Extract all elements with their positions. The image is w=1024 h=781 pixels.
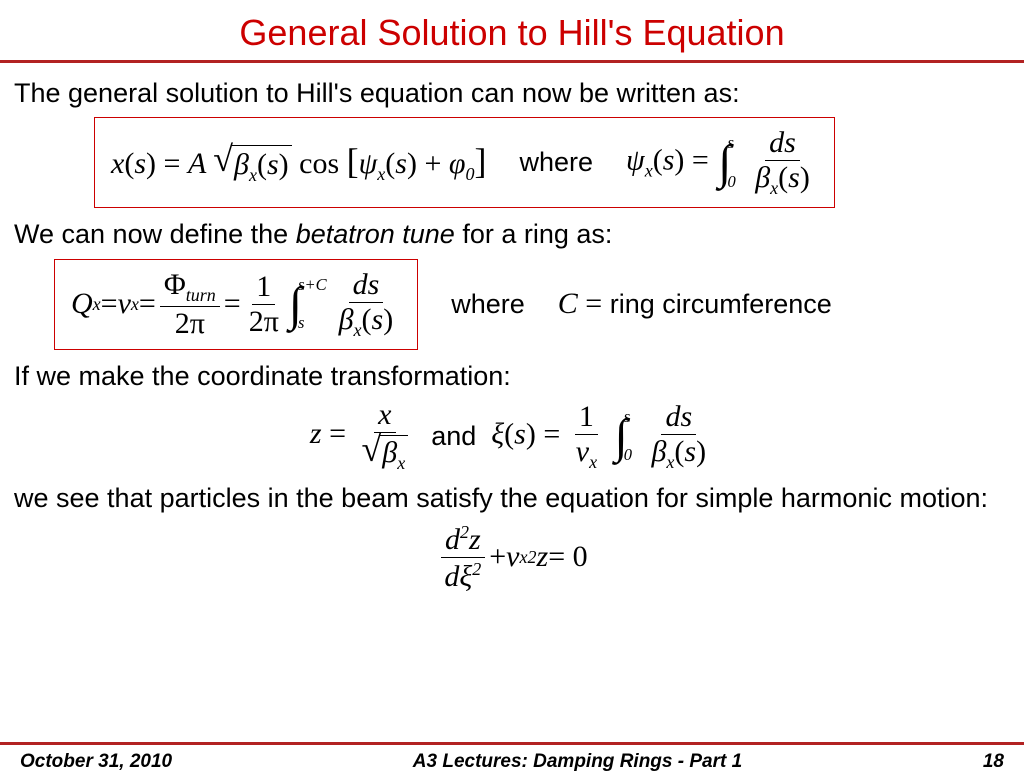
integral-icon: ∫ s0 xyxy=(716,135,739,190)
eq1-rhs: ψx(s) = ∫ s0 ds βx(s) xyxy=(626,128,818,197)
equation-1-row: x(s) = A √ βx(s) cos [ψx(s) + φ0] where … xyxy=(14,117,1010,208)
where-label-1: where xyxy=(520,147,594,178)
text-line-4: we see that particles in the beam satisf… xyxy=(14,482,1010,514)
and-label: and xyxy=(431,421,476,452)
text-line-1: The general solution to Hill's equation … xyxy=(14,77,1010,109)
footer-title: A3 Lectures: Damping Rings - Part 1 xyxy=(413,751,742,773)
equation-4-row: d2z dξ2 + νx2z = 0 xyxy=(14,523,1010,592)
text-line-2: We can now define the betatron tune for … xyxy=(14,218,1010,250)
equation-1-box: x(s) = A √ βx(s) cos [ψx(s) + φ0] where … xyxy=(94,117,835,208)
title-area: General Solution to Hill's Equation xyxy=(0,0,1024,60)
footer-date: October 31, 2010 xyxy=(20,751,172,773)
equation-3-row: z = x √βx and ξ(s) = 1 νx xyxy=(14,400,1010,472)
equation-2-row: Qx = νx = Φturn 2π = 1 2π ∫ s+Cs xyxy=(14,259,1010,350)
eq3-z: z = x √βx xyxy=(310,400,416,472)
integral-icon: ∫ s+Cs xyxy=(287,277,331,332)
slide-title: General Solution to Hill's Equation xyxy=(0,12,1024,54)
sqrt-icon: √ βx(s) xyxy=(213,145,291,186)
eq2-C-def: C = ring circumference xyxy=(558,287,832,321)
slide: General Solution to Hill's Equation The … xyxy=(0,0,1024,781)
content-area: The general solution to Hill's equation … xyxy=(0,63,1024,742)
equation-2-box: Qx = νx = Φturn 2π = 1 2π ∫ s+Cs xyxy=(54,259,418,350)
eq1-lhs: x(s) = A √ βx(s) cos [ψx(s) + φ0] xyxy=(111,140,487,187)
footer-page: 18 xyxy=(983,751,1004,773)
text-line-3: If we make the coordinate transformation… xyxy=(14,360,1010,392)
where-label-2: where xyxy=(451,289,525,320)
footer: October 31, 2010 A3 Lectures: Damping Ri… xyxy=(0,745,1024,781)
integral-icon: ∫ s0 xyxy=(613,409,636,464)
eq3-xi: ξ(s) = 1 νx ∫ s0 ds βx(s) xyxy=(491,402,714,471)
